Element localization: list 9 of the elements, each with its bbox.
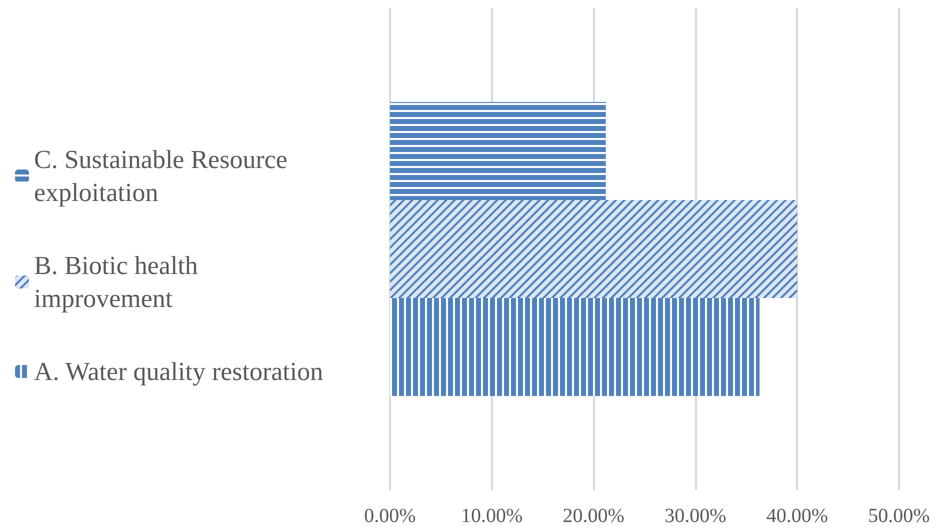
x-tick-label: 10.00% <box>460 505 523 527</box>
x-tick-label: 20.00% <box>562 505 624 527</box>
x-tick-label: 30.00% <box>664 505 726 527</box>
x-tick-label: 40.00% <box>766 505 828 527</box>
legend-label: C. Sustainable Resource exploitation <box>34 145 294 207</box>
x-tick-label: 0.00% <box>364 505 416 527</box>
x-tick-label: 50.00% <box>868 505 930 527</box>
legend-label: B. Biotic health improvement <box>34 251 204 313</box>
legend-label: A. Water quality restoration <box>34 357 324 386</box>
